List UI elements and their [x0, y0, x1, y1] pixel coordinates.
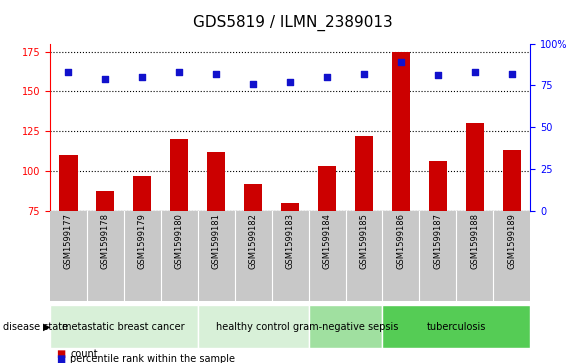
Text: GSM1599179: GSM1599179	[138, 213, 146, 269]
Bar	[383, 305, 530, 348]
Text: GSM1599187: GSM1599187	[434, 213, 442, 269]
Text: GSM1599178: GSM1599178	[101, 213, 110, 269]
Text: healthy control: healthy control	[216, 322, 290, 332]
Bar	[59, 155, 77, 211]
Point	[322, 74, 332, 80]
Text: GSM1599184: GSM1599184	[322, 213, 332, 269]
Bar	[346, 211, 383, 301]
Bar	[466, 123, 484, 211]
Bar	[197, 305, 309, 348]
Bar	[50, 305, 197, 348]
Bar	[50, 211, 87, 301]
Text: gram-negative sepsis: gram-negative sepsis	[293, 322, 398, 332]
Point	[433, 72, 442, 78]
Point	[212, 71, 221, 77]
Point	[138, 74, 147, 80]
Bar	[207, 152, 226, 211]
Text: ■: ■	[56, 349, 65, 359]
Text: GSM1599182: GSM1599182	[248, 213, 258, 269]
Text: ▶: ▶	[43, 322, 50, 332]
Bar	[161, 211, 197, 301]
Bar	[429, 161, 447, 211]
Text: GSM1599186: GSM1599186	[397, 213, 406, 269]
Bar	[87, 211, 124, 301]
Text: GSM1599183: GSM1599183	[285, 213, 295, 269]
Bar	[355, 136, 373, 211]
Bar	[133, 176, 151, 211]
Bar	[318, 166, 336, 211]
Bar	[96, 191, 114, 211]
Point	[175, 69, 184, 75]
Text: GDS5819 / ILMN_2389013: GDS5819 / ILMN_2389013	[193, 15, 393, 31]
Bar	[391, 52, 410, 211]
Text: tuberculosis: tuberculosis	[427, 322, 486, 332]
Point	[248, 81, 258, 86]
Point	[359, 71, 369, 77]
Point	[470, 69, 479, 75]
Bar	[456, 211, 493, 301]
Text: GSM1599189: GSM1599189	[507, 213, 516, 269]
Bar	[124, 211, 161, 301]
Text: percentile rank within the sample: percentile rank within the sample	[70, 354, 236, 363]
Bar	[383, 211, 420, 301]
Bar	[197, 211, 234, 301]
Text: GSM1599185: GSM1599185	[359, 213, 369, 269]
Bar	[420, 211, 456, 301]
Text: count: count	[70, 349, 98, 359]
Bar	[309, 305, 383, 348]
Point	[285, 79, 295, 85]
Bar	[271, 211, 309, 301]
Point	[507, 71, 516, 77]
Bar	[170, 139, 189, 211]
Bar	[234, 211, 271, 301]
Point	[64, 69, 73, 75]
Point	[101, 76, 110, 82]
Text: ■: ■	[56, 354, 65, 363]
Bar	[244, 184, 263, 211]
Bar	[493, 211, 530, 301]
Bar	[281, 203, 299, 211]
Text: metastatic breast cancer: metastatic breast cancer	[63, 322, 185, 332]
Text: disease state: disease state	[3, 322, 68, 332]
Text: GSM1599180: GSM1599180	[175, 213, 183, 269]
Text: GSM1599181: GSM1599181	[212, 213, 221, 269]
Point	[396, 59, 406, 65]
Text: GSM1599188: GSM1599188	[471, 213, 479, 269]
Bar	[309, 211, 346, 301]
Bar	[503, 150, 521, 211]
Text: GSM1599177: GSM1599177	[64, 213, 73, 269]
